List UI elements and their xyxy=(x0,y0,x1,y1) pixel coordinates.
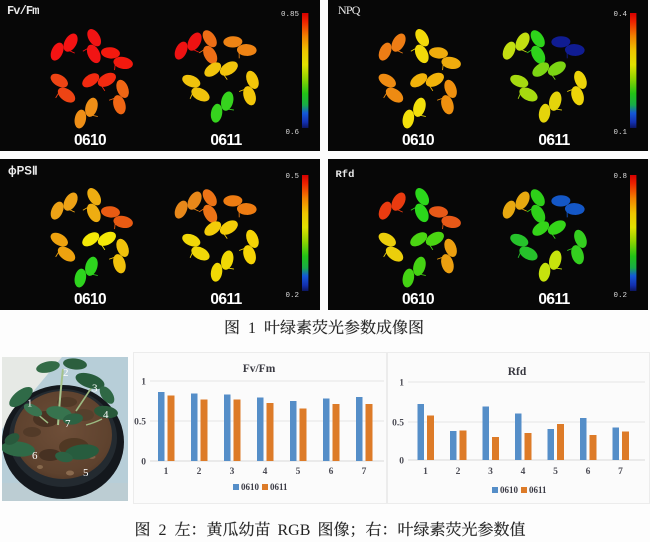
svg-text:0.85: 0.85 xyxy=(281,11,300,19)
svg-text:0.6: 0.6 xyxy=(285,129,299,137)
svg-text:RGB: RGB xyxy=(278,522,311,539)
svg-text:0610: 0610 xyxy=(241,482,260,492)
svg-text:5: 5 xyxy=(83,467,89,479)
svg-text:0610: 0610 xyxy=(500,485,519,495)
svg-text:4: 4 xyxy=(521,467,526,477)
svg-text:0: 0 xyxy=(399,457,404,467)
svg-text:0.2: 0.2 xyxy=(613,292,627,300)
svg-text:7: 7 xyxy=(65,418,71,430)
svg-text:0611: 0611 xyxy=(210,291,242,308)
svg-text:0611: 0611 xyxy=(538,132,570,149)
svg-text:0611: 0611 xyxy=(538,291,570,308)
svg-text:0.5: 0.5 xyxy=(285,173,299,181)
svg-text:2: 2 xyxy=(456,467,461,477)
svg-text:4: 4 xyxy=(263,467,268,477)
svg-text:Fv/Fm: Fv/Fm xyxy=(7,4,39,18)
svg-text:7: 7 xyxy=(362,467,367,477)
svg-text:3: 3 xyxy=(230,467,235,477)
svg-text:2: 2 xyxy=(159,522,167,539)
svg-text:0: 0 xyxy=(141,458,146,468)
svg-text:1: 1 xyxy=(399,379,404,389)
svg-text:1: 1 xyxy=(27,398,33,410)
svg-text:0610: 0610 xyxy=(74,291,106,308)
svg-text:0.8: 0.8 xyxy=(613,173,627,181)
svg-text:ϕPSⅡ: ϕPSⅡ xyxy=(8,165,38,178)
svg-text:1: 1 xyxy=(423,467,428,477)
svg-text:0.2: 0.2 xyxy=(285,292,299,300)
svg-text:6: 6 xyxy=(586,467,591,477)
svg-text:6: 6 xyxy=(32,450,38,462)
svg-text:7: 7 xyxy=(618,467,623,477)
svg-text:1: 1 xyxy=(164,467,169,477)
svg-text:3: 3 xyxy=(92,383,98,395)
svg-text:6: 6 xyxy=(329,467,334,477)
svg-text:Rfd: Rfd xyxy=(336,169,355,181)
svg-text:0610: 0610 xyxy=(402,132,434,149)
svg-text:0611: 0611 xyxy=(529,485,547,495)
svg-text:3: 3 xyxy=(488,467,493,477)
svg-text:1: 1 xyxy=(248,320,256,337)
svg-text:0.4: 0.4 xyxy=(613,11,627,19)
svg-text:1: 1 xyxy=(141,378,146,388)
svg-text:5: 5 xyxy=(553,467,558,477)
svg-text:0610: 0610 xyxy=(74,132,106,149)
svg-text:0.1: 0.1 xyxy=(613,129,627,137)
svg-text:0611: 0611 xyxy=(210,132,242,149)
svg-text:4: 4 xyxy=(103,409,109,421)
svg-text:5: 5 xyxy=(296,467,301,477)
svg-text:0611: 0611 xyxy=(270,482,288,492)
svg-text:2: 2 xyxy=(197,467,202,477)
svg-text:Fv/Fm: Fv/Fm xyxy=(243,363,276,375)
svg-text:0610: 0610 xyxy=(402,291,434,308)
svg-text:NPQ: NPQ xyxy=(338,3,361,17)
svg-text:2: 2 xyxy=(63,367,69,379)
svg-text:0.5: 0.5 xyxy=(392,419,404,429)
svg-text:0.5: 0.5 xyxy=(134,418,146,428)
svg-text:Rfd: Rfd xyxy=(508,366,527,378)
